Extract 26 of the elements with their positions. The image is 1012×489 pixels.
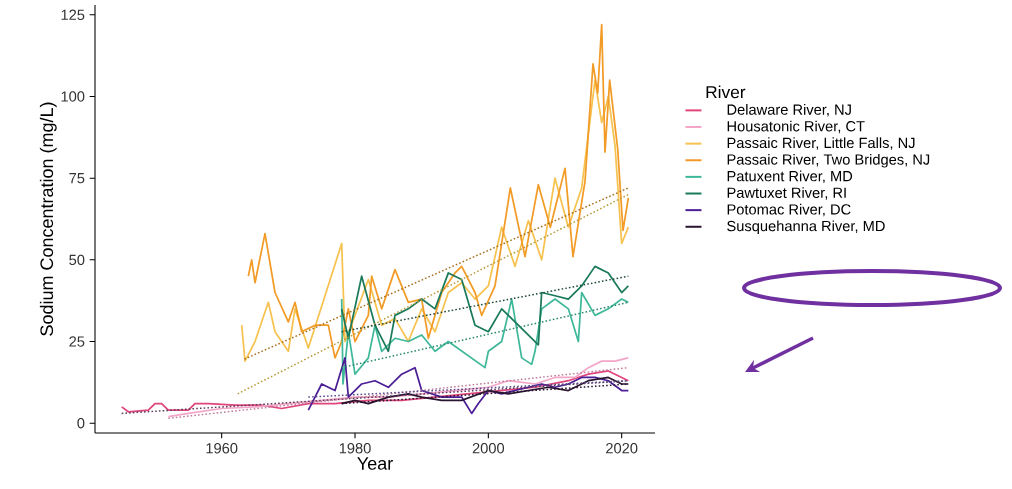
y-axis-title: Sodium Concentration (mg/L) xyxy=(39,102,57,336)
y-tick-label: 0 xyxy=(77,418,85,429)
legend-label: Susquehanna River, MD xyxy=(727,220,885,235)
y-tick-label: 125 xyxy=(61,9,85,20)
legend-title: River xyxy=(706,85,746,99)
x-axis-title: Year xyxy=(357,457,393,470)
legend-label: Passaic River, Two Bridges, NJ xyxy=(727,153,930,168)
legend-label: Pawtuxet River, RI xyxy=(727,187,846,200)
line-series xyxy=(307,356,630,415)
x-tick-label: 2000 xyxy=(472,443,505,454)
legend-label: Passaic River, Little Falls, NJ xyxy=(727,137,915,150)
legend-label: Delaware River, NJ xyxy=(727,104,851,117)
line-series xyxy=(247,23,630,359)
line-series xyxy=(340,291,630,385)
line-series xyxy=(340,265,630,353)
legend-label: Potomac River, DC xyxy=(727,203,851,217)
x-tick-label: 2020 xyxy=(606,443,638,454)
line-series xyxy=(240,79,630,362)
y-tick-label: 50 xyxy=(69,254,85,266)
x-tick-label: 1980 xyxy=(339,443,371,454)
legend-label: Housatonic River, CT xyxy=(727,120,865,134)
x-tick-label: 1960 xyxy=(206,443,238,454)
y-tick-label: 100 xyxy=(61,91,85,102)
legend-label: Patuxent River, MD xyxy=(727,170,853,184)
y-tick-label: 75 xyxy=(69,173,85,184)
y-tick-label: 25 xyxy=(69,336,85,347)
